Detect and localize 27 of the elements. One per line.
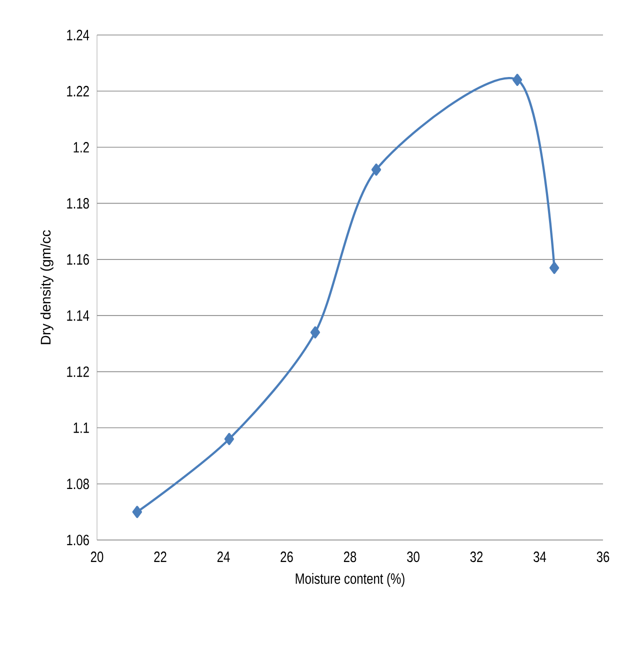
point bbox=[512, 74, 522, 86]
x-tick-label: 34 bbox=[534, 552, 546, 562]
point bbox=[310, 326, 320, 338]
y-axis-title: Dry density (gm/cc bbox=[40, 230, 54, 344]
x-tick-label: 20 bbox=[90, 552, 104, 562]
x-tick-label: 24 bbox=[217, 552, 230, 562]
x-tick-label: 26 bbox=[280, 552, 293, 562]
y-tick-label: 1.18 bbox=[67, 198, 89, 209]
y-tick-label: 1.08 bbox=[67, 478, 89, 490]
x-tick-label: 22 bbox=[154, 552, 166, 562]
x-axis-title: Moisture content (%) bbox=[296, 572, 404, 587]
point bbox=[549, 262, 560, 274]
y-tick-label: 1.12 bbox=[67, 366, 89, 377]
x-tick-label: 36 bbox=[596, 552, 610, 562]
point bbox=[132, 506, 142, 518]
y-tick-label: 1.2 bbox=[74, 142, 89, 152]
point bbox=[224, 432, 234, 446]
y-tick-label: 1.1 bbox=[74, 422, 89, 433]
x-tick-label: 28 bbox=[344, 552, 356, 562]
y-tick-label: 1.16 bbox=[67, 254, 89, 265]
y-tick-label: 1.24 bbox=[67, 30, 90, 40]
y-tick-label: 1.14 bbox=[67, 310, 90, 321]
y-tick-label: 1.22 bbox=[67, 86, 89, 96]
x-tick-label: 32 bbox=[470, 552, 483, 562]
y-tick-label: 1.06 bbox=[67, 534, 89, 546]
x-tick-label: 30 bbox=[407, 552, 420, 562]
point bbox=[371, 164, 382, 176]
